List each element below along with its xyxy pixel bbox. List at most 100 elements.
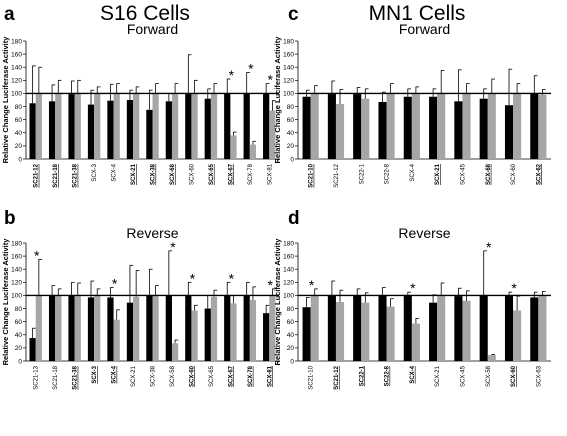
bar bbox=[243, 93, 250, 159]
bar bbox=[210, 296, 218, 361]
bar bbox=[310, 295, 319, 361]
bar bbox=[68, 94, 75, 159]
bar bbox=[504, 295, 514, 361]
x-tick-label: SC21-18 bbox=[53, 365, 59, 389]
y-tick-label: 40 bbox=[15, 332, 23, 339]
significance-star: * bbox=[229, 270, 235, 286]
chart-title: Reverse bbox=[398, 225, 450, 241]
x-tick-label: SCX-4 bbox=[112, 365, 118, 383]
bar bbox=[386, 93, 395, 159]
bar bbox=[204, 308, 211, 361]
y-tick-label: 60 bbox=[287, 117, 295, 124]
bar bbox=[353, 94, 362, 159]
y-axis-label: Relative Change Luciferase Activity bbox=[1, 36, 10, 164]
x-tick-label: SC21-12 bbox=[34, 163, 40, 187]
x-tick-label: SC22-8 bbox=[385, 365, 391, 386]
y-tick-label: 20 bbox=[287, 143, 295, 150]
x-tick-label: SCX-3 bbox=[92, 365, 98, 383]
bar bbox=[191, 310, 198, 361]
x-tick-label: SC21-38 bbox=[73, 365, 79, 389]
x-tick-label: SC21-10 bbox=[309, 163, 315, 187]
bar bbox=[411, 93, 420, 159]
bar bbox=[429, 302, 438, 361]
bar bbox=[504, 105, 514, 159]
bar bbox=[126, 302, 134, 361]
x-tick-label: SCX-4 bbox=[410, 365, 416, 383]
y-tick-label: 100 bbox=[283, 293, 294, 300]
chart-title: Reverse bbox=[126, 225, 178, 241]
y-axis-label: Relative Change Luciferase Activity bbox=[1, 238, 10, 366]
significance-star: * bbox=[309, 277, 315, 293]
y-tick-label: 100 bbox=[283, 91, 294, 98]
y-tick-label: 140 bbox=[283, 65, 294, 72]
y-tick-label: 100 bbox=[11, 293, 22, 300]
significance-star: * bbox=[511, 280, 517, 296]
bar bbox=[462, 300, 471, 361]
x-tick-label: SCX-78 bbox=[248, 365, 254, 387]
bar bbox=[361, 98, 370, 159]
y-tick-label: 100 bbox=[11, 91, 22, 98]
bar bbox=[55, 93, 62, 159]
x-tick-label: SC21-38 bbox=[73, 163, 79, 187]
bar bbox=[107, 297, 114, 361]
chart-panel-a: a Forward Relative Change Luciferase Activ… bbox=[1, 4, 279, 188]
panel-letter: a bbox=[4, 4, 15, 25]
bar bbox=[126, 100, 134, 159]
panel-letter: d bbox=[288, 208, 300, 229]
bar bbox=[302, 307, 311, 361]
y-tick-label: 60 bbox=[287, 319, 295, 326]
x-tick-label: SCX-60 bbox=[511, 163, 517, 185]
x-tick-label: SC22-8 bbox=[385, 163, 391, 184]
x-tick-label: SCX-65 bbox=[209, 365, 215, 387]
bar bbox=[530, 93, 539, 159]
y-tick-label: 20 bbox=[15, 143, 23, 150]
chart-title: Forward bbox=[399, 21, 450, 37]
y-tick-label: 160 bbox=[283, 253, 294, 260]
bar bbox=[185, 295, 192, 361]
y-tick-label: 120 bbox=[283, 280, 294, 287]
bar bbox=[94, 295, 101, 361]
bar bbox=[29, 103, 36, 159]
bar bbox=[454, 101, 463, 159]
bar bbox=[224, 295, 231, 361]
significance-star: * bbox=[486, 239, 492, 255]
y-tick-label: 80 bbox=[15, 306, 23, 313]
bar bbox=[487, 355, 496, 361]
x-tick-label: SCX-21 bbox=[131, 163, 137, 185]
bar bbox=[48, 101, 56, 159]
panel-letter: b bbox=[4, 208, 16, 229]
bar bbox=[487, 93, 496, 159]
chart-panel-d: d Reverse Relative Change Luciferase Activ… bbox=[273, 208, 551, 390]
bar bbox=[538, 295, 547, 361]
bar bbox=[204, 98, 211, 159]
chart-panel-b: b Reverse Relative Change Luciferase Activ… bbox=[1, 208, 279, 390]
bar bbox=[171, 93, 179, 159]
bar bbox=[249, 144, 257, 159]
bar bbox=[165, 295, 172, 361]
x-tick-label: SC22-1 bbox=[359, 163, 365, 184]
bar bbox=[146, 295, 153, 361]
bar bbox=[302, 96, 311, 159]
left-figure-title: S16 Cells bbox=[100, 2, 190, 25]
y-tick-label: 120 bbox=[11, 78, 22, 85]
y-tick-label: 40 bbox=[15, 130, 23, 137]
bar bbox=[454, 296, 463, 361]
bar bbox=[113, 93, 120, 159]
bar bbox=[386, 306, 395, 361]
y-tick-label: 180 bbox=[283, 38, 294, 45]
bar bbox=[35, 295, 42, 361]
bar bbox=[513, 310, 522, 361]
bar bbox=[224, 93, 231, 159]
y-tick-label: 180 bbox=[11, 240, 22, 247]
significance-star: * bbox=[268, 277, 274, 293]
bar bbox=[210, 93, 218, 159]
x-tick-label: SCX-60 bbox=[189, 163, 195, 185]
y-tick-label: 160 bbox=[11, 51, 22, 58]
x-tick-label: SC21-12 bbox=[334, 365, 340, 389]
x-tick-label: SC21-12 bbox=[334, 163, 340, 187]
x-tick-label: SCX-21 bbox=[435, 163, 441, 185]
bar bbox=[462, 93, 471, 159]
y-tick-label: 80 bbox=[15, 104, 23, 111]
chart-panel-c: c Forward Relative Change Luciferase Activ… bbox=[273, 4, 551, 188]
